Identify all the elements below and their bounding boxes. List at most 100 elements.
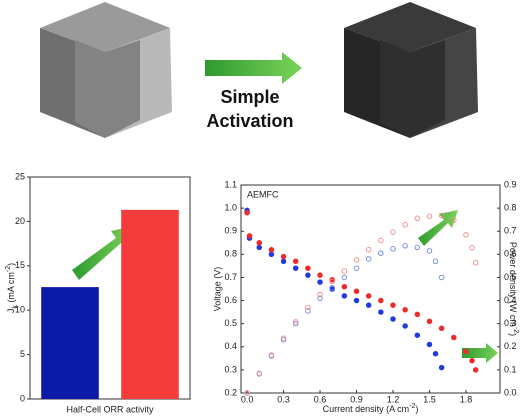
data-point bbox=[305, 272, 311, 278]
y2-tick-label: 0.7 bbox=[504, 226, 517, 236]
data-point bbox=[438, 364, 445, 371]
data-point bbox=[414, 244, 421, 251]
y-axis-label-part: k bbox=[12, 305, 19, 309]
data-point bbox=[438, 325, 445, 332]
data-point bbox=[402, 222, 408, 228]
y-tick-label: 0.4 bbox=[224, 341, 237, 351]
data-point bbox=[292, 319, 299, 325]
data-point bbox=[472, 259, 479, 266]
y2-axis-label-part: ) bbox=[508, 333, 518, 336]
data-point bbox=[280, 337, 287, 343]
y-tick-label: 0.5 bbox=[224, 318, 237, 328]
y-tick-label: 0.2 bbox=[224, 387, 237, 397]
arrow-label: Simple bbox=[220, 87, 279, 107]
data-point bbox=[353, 265, 360, 271]
y-axis-label-part: -2 bbox=[5, 266, 12, 272]
x-axis-label: Current density (A cm-2) bbox=[323, 403, 419, 414]
x-axis-label: Half-Cell ORR activity bbox=[66, 404, 154, 414]
data-point bbox=[414, 332, 421, 338]
data-point bbox=[268, 251, 275, 258]
x-tick-label: 1.8 bbox=[460, 394, 473, 404]
bar bbox=[41, 287, 99, 399]
data-point bbox=[390, 229, 396, 235]
y2-tick-label: 0.4 bbox=[504, 295, 517, 305]
data-point bbox=[365, 302, 372, 308]
activation-arrow bbox=[205, 52, 302, 84]
y-axis-label: Voltage (V) bbox=[212, 267, 222, 312]
data-point bbox=[469, 357, 475, 364]
data-point bbox=[317, 279, 323, 285]
x-tick-label: 0.6 bbox=[314, 394, 327, 404]
data-point bbox=[256, 370, 262, 377]
y2-tick-label: 0.3 bbox=[504, 318, 517, 328]
data-point bbox=[256, 240, 262, 246]
data-point bbox=[365, 256, 372, 262]
y2-tick-label: 0.9 bbox=[504, 179, 517, 189]
x-tick-label: 0.0 bbox=[241, 394, 254, 404]
data-point bbox=[246, 233, 253, 239]
y2-tick-label: 0.1 bbox=[504, 364, 517, 374]
data-point bbox=[426, 318, 433, 325]
y2-axis-label: Power density (W cm-2) bbox=[508, 242, 519, 336]
data-point bbox=[329, 278, 335, 285]
y2-axis-label-part: Power density (W cm bbox=[508, 242, 518, 327]
data-point bbox=[341, 283, 348, 290]
y-tick-label: 15 bbox=[15, 260, 25, 270]
x-axis-label-part: -2 bbox=[409, 403, 415, 410]
data-point bbox=[341, 274, 348, 281]
x-axis-label-part: Current density (A cm bbox=[323, 404, 410, 414]
data-point bbox=[414, 311, 421, 318]
y2-tick-label: 0.0 bbox=[504, 387, 517, 397]
data-point bbox=[317, 291, 323, 298]
data-point bbox=[402, 243, 408, 249]
y-tick-label: 0.6 bbox=[224, 295, 237, 305]
data-point bbox=[329, 285, 335, 291]
data-point bbox=[280, 258, 287, 265]
data-point bbox=[329, 277, 335, 283]
data-point bbox=[280, 335, 287, 341]
data-point bbox=[426, 341, 433, 348]
y-tick-label: 5 bbox=[20, 349, 25, 359]
data-point bbox=[390, 246, 396, 252]
y-tick-label: 20 bbox=[15, 216, 25, 226]
data-point bbox=[353, 297, 360, 304]
y-tick-label: 0.3 bbox=[224, 364, 237, 374]
data-point bbox=[292, 258, 299, 265]
data-point bbox=[378, 309, 384, 315]
data-point bbox=[317, 295, 323, 301]
data-point bbox=[292, 265, 299, 271]
data-point bbox=[305, 308, 311, 314]
annotation: AEMFC bbox=[247, 189, 279, 199]
data-point bbox=[341, 293, 348, 299]
data-point bbox=[365, 293, 372, 299]
y2-tick-label: 0.6 bbox=[504, 249, 517, 259]
dark-crystal bbox=[344, 2, 478, 138]
data-point bbox=[463, 348, 469, 355]
data-point bbox=[402, 323, 408, 329]
increase-arrow bbox=[72, 226, 134, 280]
data-point bbox=[426, 248, 433, 254]
y-tick-label: 0.8 bbox=[224, 249, 237, 259]
data-point bbox=[378, 250, 384, 256]
y-tick-label: 1.0 bbox=[224, 202, 237, 212]
y-tick-label: 1.1 bbox=[224, 179, 237, 189]
gray-crystal bbox=[40, 2, 172, 138]
data-point bbox=[317, 272, 323, 278]
x-tick-label: 1.2 bbox=[387, 394, 400, 404]
data-point bbox=[244, 209, 250, 216]
plot-frame bbox=[29, 176, 191, 400]
data-point bbox=[353, 257, 360, 263]
data-point bbox=[390, 316, 396, 322]
data-point bbox=[438, 212, 445, 219]
data-point bbox=[432, 258, 439, 265]
y-tick-label: 0 bbox=[20, 393, 25, 403]
data-point bbox=[365, 246, 372, 253]
x-tick-label: 1.5 bbox=[423, 394, 436, 404]
x-tick-label: 0.9 bbox=[350, 394, 363, 404]
y-tick-label: 25 bbox=[15, 171, 25, 181]
data-point bbox=[469, 244, 475, 251]
arrow-label: Activation bbox=[206, 111, 293, 131]
y-axis-label-part: ) bbox=[6, 263, 16, 266]
data-point bbox=[451, 217, 457, 223]
